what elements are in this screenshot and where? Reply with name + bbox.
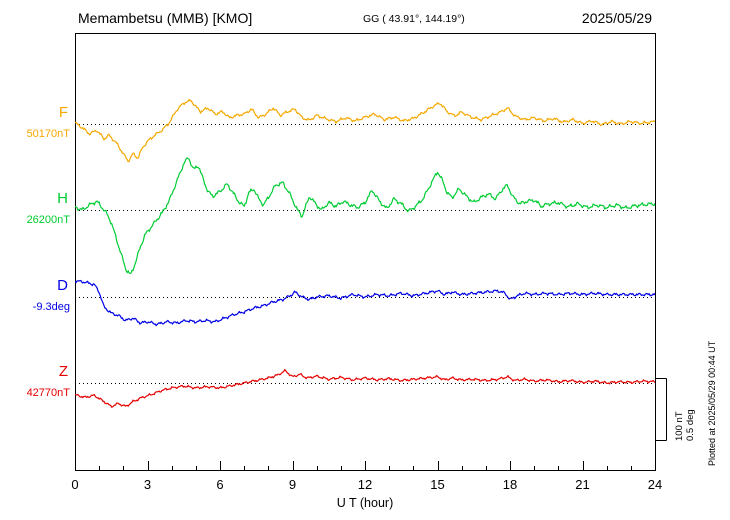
x-tick-label-6: 6 (216, 477, 224, 492)
channel-value-H: 26200nT (26, 214, 70, 226)
scale-bar-nt-label: 100 nT (674, 411, 685, 441)
trace-F (75, 98, 655, 163)
x-tick-label-24: 24 (647, 477, 663, 492)
trace-Z (75, 368, 655, 408)
trace-H (75, 157, 655, 275)
plotted-at-note: Plotted at 2025/05/29 00:44 UT (707, 340, 717, 466)
x-tick-label-0: 0 (71, 477, 79, 492)
channel-value-F: 50170nT (26, 128, 70, 140)
station-title: Memambetsu (MMB) [KMO] (78, 10, 253, 26)
x-axis-label: U T (hour) (336, 496, 394, 510)
x-tick-label-3: 3 (143, 477, 152, 492)
channel-letter-H: H (57, 190, 68, 207)
x-tick-label-18: 18 (502, 477, 518, 492)
scale-bar-label: 100 nT 0.5 deg (674, 409, 696, 441)
plot-date: 2025/05/29 (581, 10, 652, 26)
channel-letter-Z: Z (58, 363, 68, 380)
x-tick-label-21: 21 (575, 477, 590, 492)
x-tick-label-12: 12 (357, 477, 373, 492)
channel-value-Z: 42770nT (26, 387, 70, 399)
channel-letter-F: F (58, 104, 68, 121)
channel-value-D: -9.3deg (32, 301, 70, 313)
plot-frame (75, 33, 656, 471)
x-tick-label-9: 9 (288, 477, 297, 492)
x-tick-label-15: 15 (430, 477, 445, 492)
channel-letter-D: D (57, 277, 68, 294)
geo-coordinates: GG ( 43.91°, 144.19°) (363, 13, 465, 25)
trace-D (75, 279, 655, 327)
scale-bar-deg-label: 0.5 deg (685, 409, 696, 441)
